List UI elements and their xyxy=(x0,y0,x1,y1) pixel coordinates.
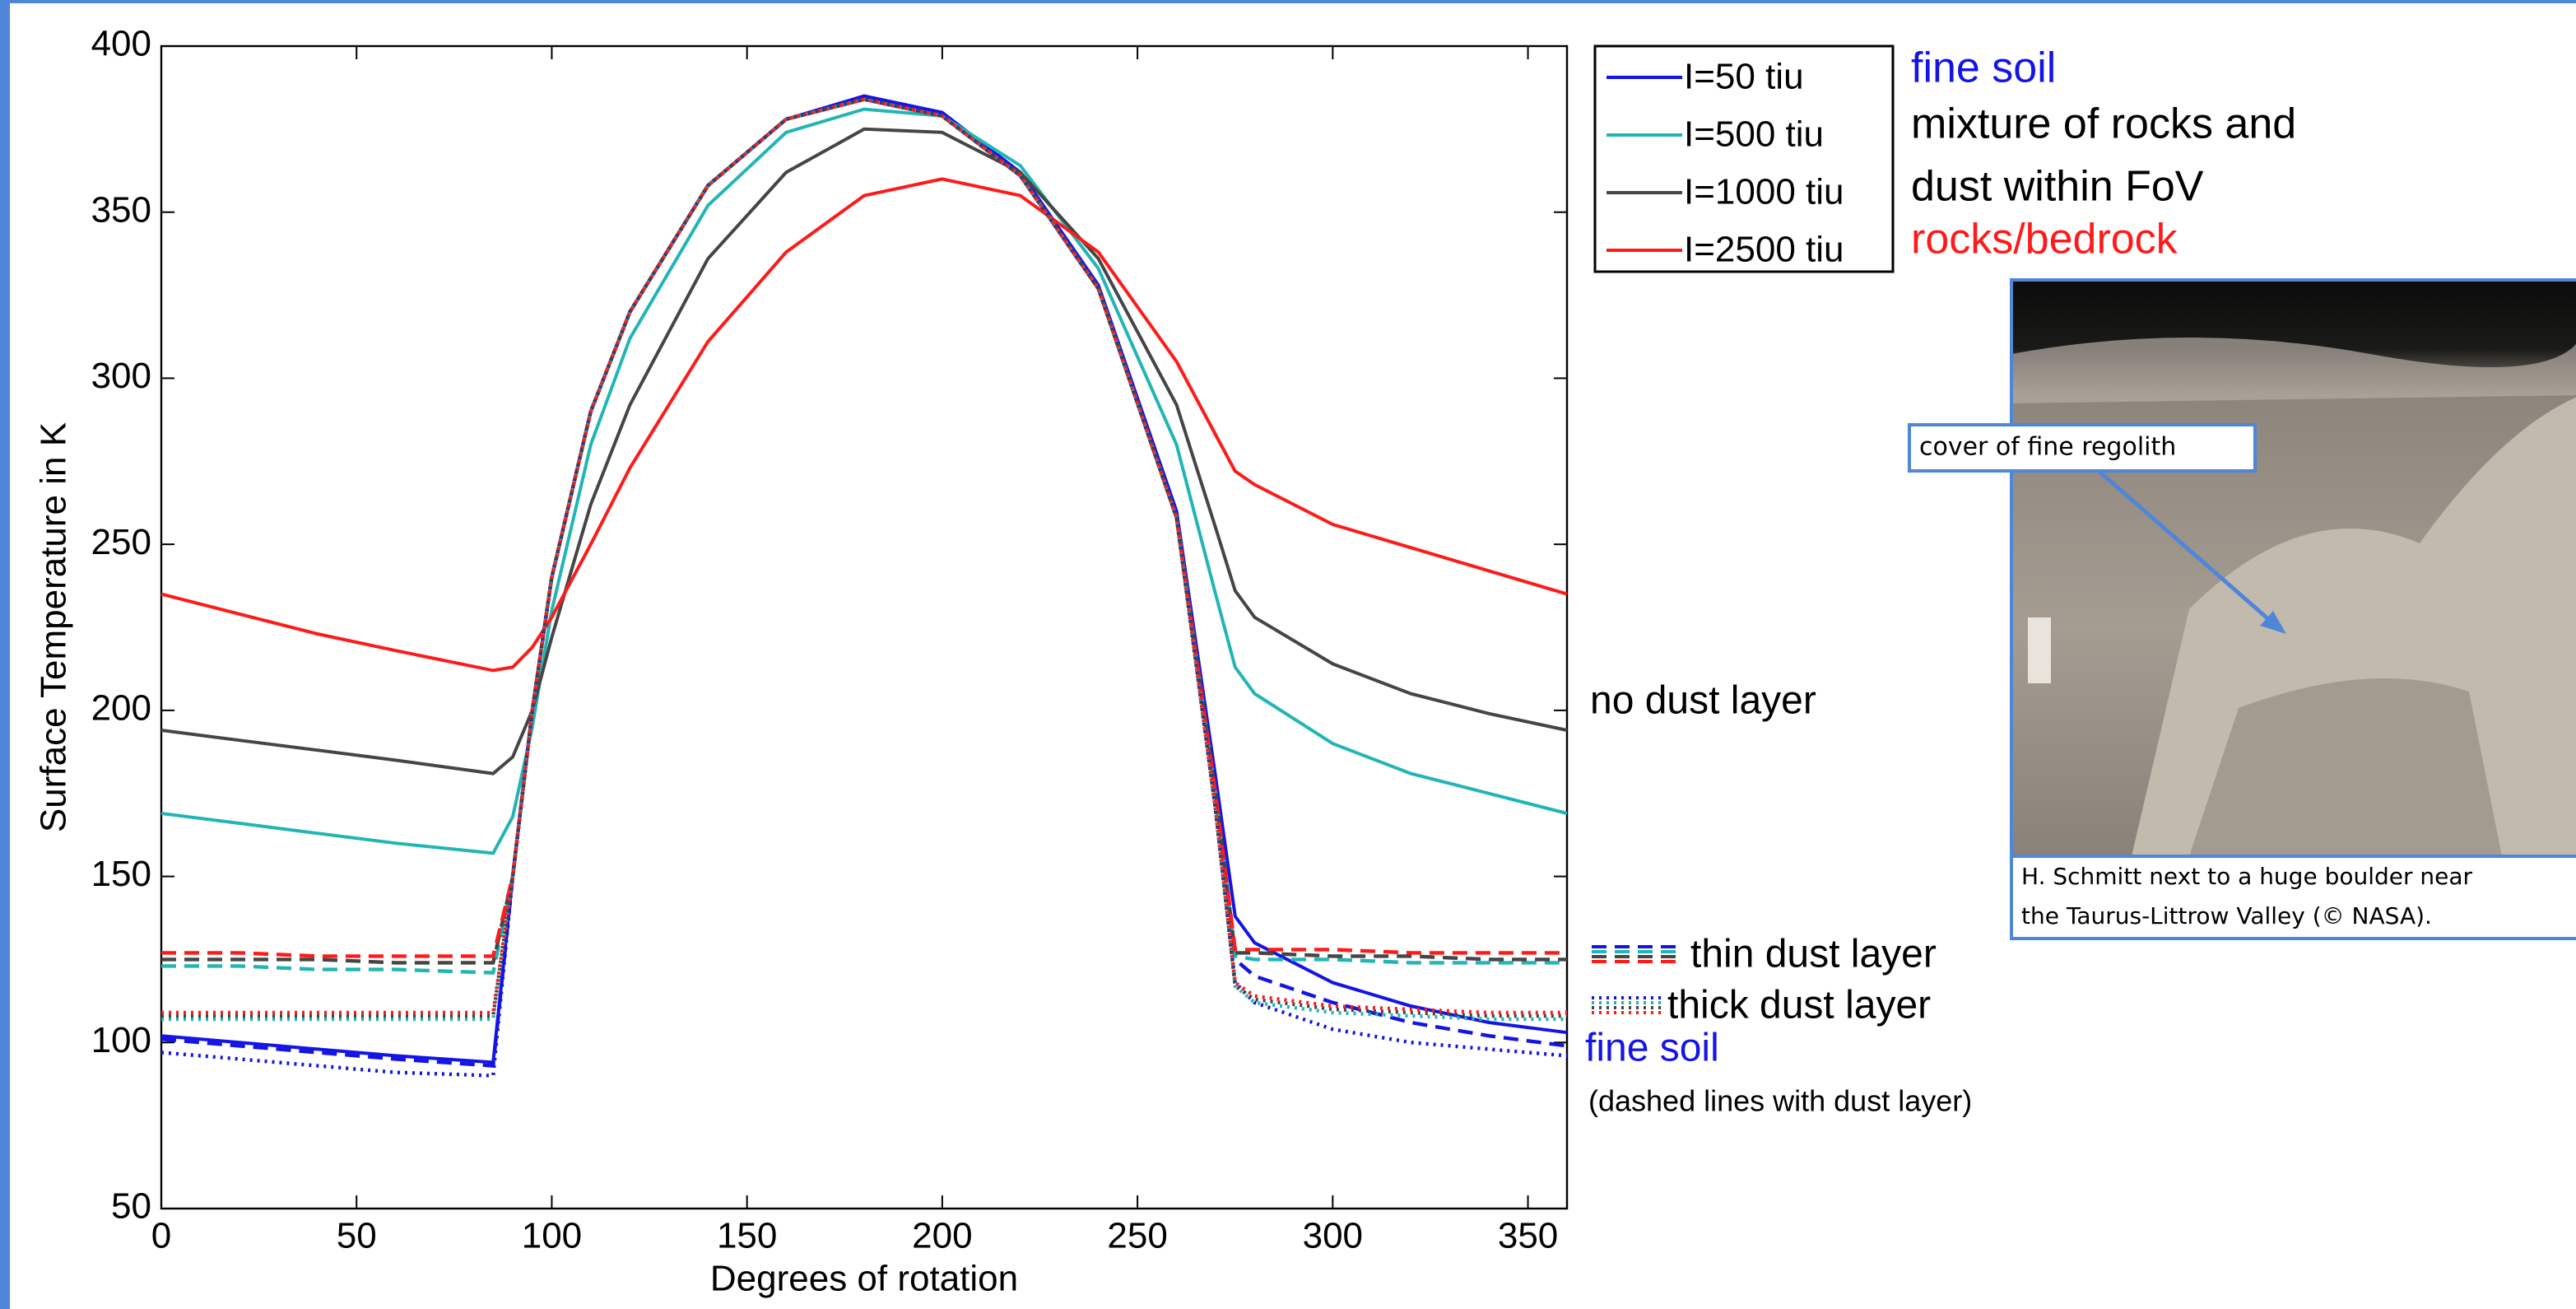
photo-shadow xyxy=(2189,678,2502,856)
frame-bar xyxy=(0,0,10,1309)
frame-bar xyxy=(0,0,2576,3)
legend-label: I=50 tiu xyxy=(1684,57,1804,97)
series-line xyxy=(161,97,1567,1018)
photo: cover of fine regolith H. Schmitt next t… xyxy=(1908,278,2576,940)
annotation: no dust layer xyxy=(1590,679,1816,723)
plot-area xyxy=(160,44,1569,1210)
legend-label: I=500 tiu xyxy=(1684,114,1824,155)
legend: I=50 tiu I=500 tiu I=1000 tiu I=2500 tiu xyxy=(1593,44,1895,273)
callout-arrow xyxy=(2097,469,2281,631)
legend-note: dust within FoV xyxy=(1911,163,2204,211)
caption-line: H. Schmitt next to a huge boulder near xyxy=(2021,863,2473,890)
callout-box xyxy=(1908,423,2257,473)
y-tick-label: 400 xyxy=(91,24,151,64)
legend-label: I=2500 tiu xyxy=(1684,230,1844,270)
callout-text: cover of fine regolith xyxy=(1919,433,2176,462)
x-tick-label: 50 xyxy=(337,1216,377,1256)
x-tick-label: 300 xyxy=(1303,1216,1363,1256)
annotation: (dashed lines with dust layer) xyxy=(1588,1084,1972,1118)
y-tick-label: 150 xyxy=(91,854,151,894)
y-tick-label: 300 xyxy=(91,356,151,396)
x-tick-label: 150 xyxy=(717,1216,777,1256)
caption-box xyxy=(2010,855,2576,940)
photo-terrain xyxy=(2011,338,2576,403)
x-tick-label: 100 xyxy=(522,1216,582,1256)
series-line xyxy=(160,177,1568,673)
callout-arrow-head xyxy=(2260,611,2286,634)
series-line xyxy=(160,127,1568,776)
x-tick-label: 200 xyxy=(912,1216,972,1256)
y-axis-label: Surface Temperature in K xyxy=(34,422,74,832)
legend-box xyxy=(1593,44,1895,273)
legend-note: mixture of rocks and xyxy=(1911,100,2296,148)
x-tick-label: 350 xyxy=(1498,1216,1558,1256)
legend-label: I=1000 tiu xyxy=(1684,172,1844,212)
photo-astronaut xyxy=(2028,617,2051,683)
legend-note: rocks/bedrock xyxy=(1911,216,2178,263)
annotation: thin dust layer xyxy=(1690,933,1937,976)
y-tick-label: 200 xyxy=(91,687,151,728)
caption-line: the Taurus-Littrow Valley (© NASA). xyxy=(2021,902,2432,929)
annotation: fine soil xyxy=(1585,1027,1719,1070)
y-tick-label: 50 xyxy=(111,1186,151,1227)
x-tick-label: 250 xyxy=(1107,1216,1167,1256)
y-tick-label: 350 xyxy=(91,189,151,230)
x-tick-label: 0 xyxy=(151,1216,171,1256)
annotation: thick dust layer xyxy=(1667,984,1931,1027)
y-tick-label: 100 xyxy=(91,1020,151,1060)
y-tick-label: 250 xyxy=(91,522,151,562)
legend-note: fine soil xyxy=(1911,44,2056,92)
x-axis-label: Degrees of rotation xyxy=(710,1259,1018,1299)
series-line xyxy=(160,107,1568,855)
